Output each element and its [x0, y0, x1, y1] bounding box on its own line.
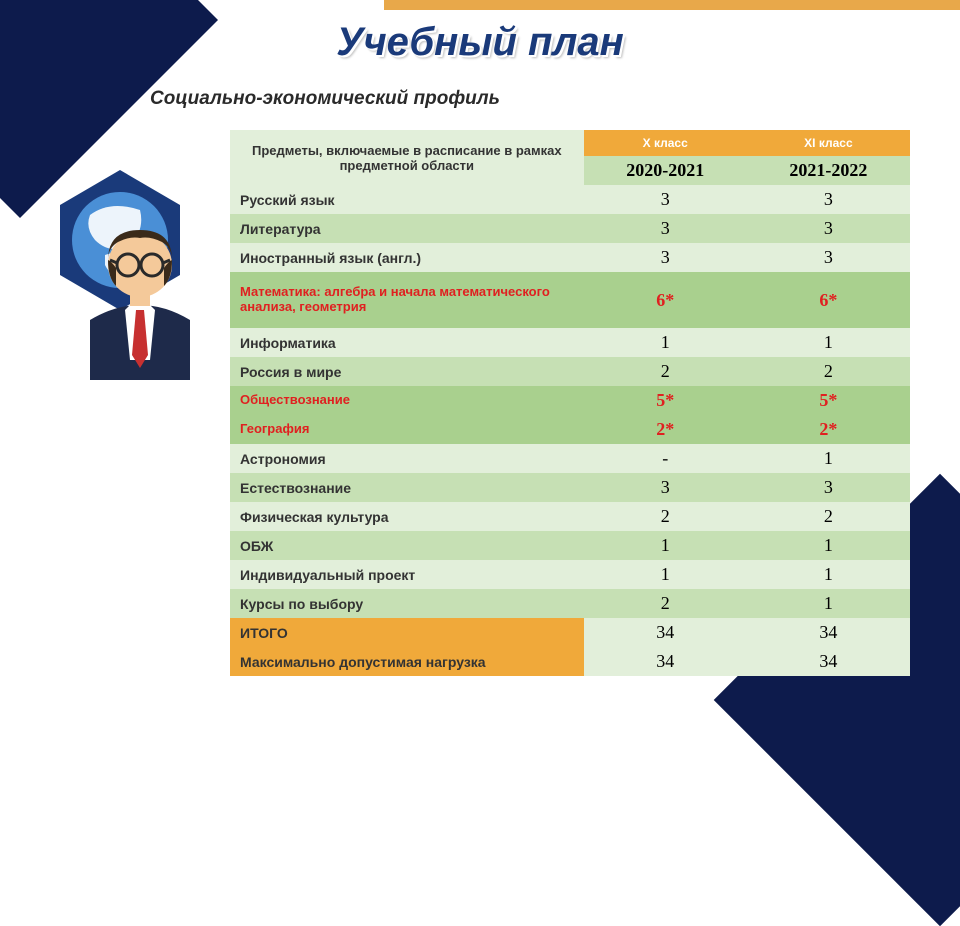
row-value-2: 2* [747, 415, 910, 444]
row-value-2: 5* [747, 386, 910, 415]
row-label: География [230, 415, 584, 444]
row-value-1: 6* [584, 272, 747, 328]
header-year-2: 2021-2022 [747, 156, 910, 185]
table-row: Физическая культура22 [230, 502, 910, 531]
row-label: Россия в мире [230, 357, 584, 386]
total-value-2: 34 [747, 647, 910, 676]
row-label: Русский язык [230, 185, 584, 214]
table-row: Литература33 [230, 214, 910, 243]
total-label: Максимально допустимая нагрузка [230, 647, 584, 676]
table-header-row-1: Предметы, включаемые в расписание в рамк… [230, 130, 910, 156]
row-value-1: 1 [584, 328, 747, 357]
table-row: Обществознание5*5* [230, 386, 910, 415]
row-value-2: 3 [747, 243, 910, 272]
table-row: Естествознание33 [230, 473, 910, 502]
table-row: Курсы по выбору21 [230, 589, 910, 618]
row-label: Обществознание [230, 386, 584, 415]
row-value-1: 3 [584, 243, 747, 272]
total-value-1: 34 [584, 647, 747, 676]
total-value-1: 34 [584, 618, 747, 647]
row-label: ОБЖ [230, 531, 584, 560]
total-label: ИТОГО [230, 618, 584, 647]
table-row: Информатика11 [230, 328, 910, 357]
row-value-2: 6* [747, 272, 910, 328]
row-value-2: 1 [747, 589, 910, 618]
page-title: Учебный план [0, 20, 960, 65]
row-label: Физическая культура [230, 502, 584, 531]
row-value-1: 2* [584, 415, 747, 444]
bg-strip-top [384, 0, 960, 10]
header-class-2: XI класс [747, 130, 910, 156]
row-label: Литература [230, 214, 584, 243]
row-value-1: 1 [584, 531, 747, 560]
page-subtitle: Социально-экономический профиль [150, 88, 500, 110]
row-value-2: 2 [747, 502, 910, 531]
row-value-2: 3 [747, 214, 910, 243]
row-value-1: 1 [584, 560, 747, 589]
row-label: Математика: алгебра и начала математичес… [230, 272, 584, 328]
curriculum-table: Предметы, включаемые в расписание в рамк… [230, 130, 910, 676]
total-value-2: 34 [747, 618, 910, 647]
avatar-illustration [50, 160, 230, 380]
table-total-row: ИТОГО3434 [230, 618, 910, 647]
row-label: Естествознание [230, 473, 584, 502]
row-value-1: 2 [584, 502, 747, 531]
row-value-2: 1 [747, 444, 910, 473]
row-value-1: - [584, 444, 747, 473]
table-row: Русский язык33 [230, 185, 910, 214]
header-subjects: Предметы, включаемые в расписание в рамк… [230, 130, 584, 185]
row-value-1: 3 [584, 214, 747, 243]
row-value-2: 1 [747, 328, 910, 357]
row-value-2: 3 [747, 185, 910, 214]
table-row: ОБЖ11 [230, 531, 910, 560]
row-value-2: 2 [747, 357, 910, 386]
table-total-row: Максимально допустимая нагрузка3434 [230, 647, 910, 676]
table-row: Иностранный язык (англ.)33 [230, 243, 910, 272]
header-year-1: 2020-2021 [584, 156, 747, 185]
row-label: Астрономия [230, 444, 584, 473]
row-value-1: 2 [584, 357, 747, 386]
table-row: География2*2* [230, 415, 910, 444]
table-row: Россия в мире22 [230, 357, 910, 386]
row-value-1: 2 [584, 589, 747, 618]
row-label: Информатика [230, 328, 584, 357]
row-value-1: 3 [584, 185, 747, 214]
row-value-1: 3 [584, 473, 747, 502]
row-value-2: 3 [747, 473, 910, 502]
row-label: Иностранный язык (англ.) [230, 243, 584, 272]
row-value-2: 1 [747, 531, 910, 560]
row-label: Курсы по выбору [230, 589, 584, 618]
table-row: Астрономия-1 [230, 444, 910, 473]
table-row: Математика: алгебра и начала математичес… [230, 272, 910, 328]
header-class-1: X класс [584, 130, 747, 156]
table-row: Индивидуальный проект11 [230, 560, 910, 589]
row-label: Индивидуальный проект [230, 560, 584, 589]
row-value-1: 5* [584, 386, 747, 415]
row-value-2: 1 [747, 560, 910, 589]
